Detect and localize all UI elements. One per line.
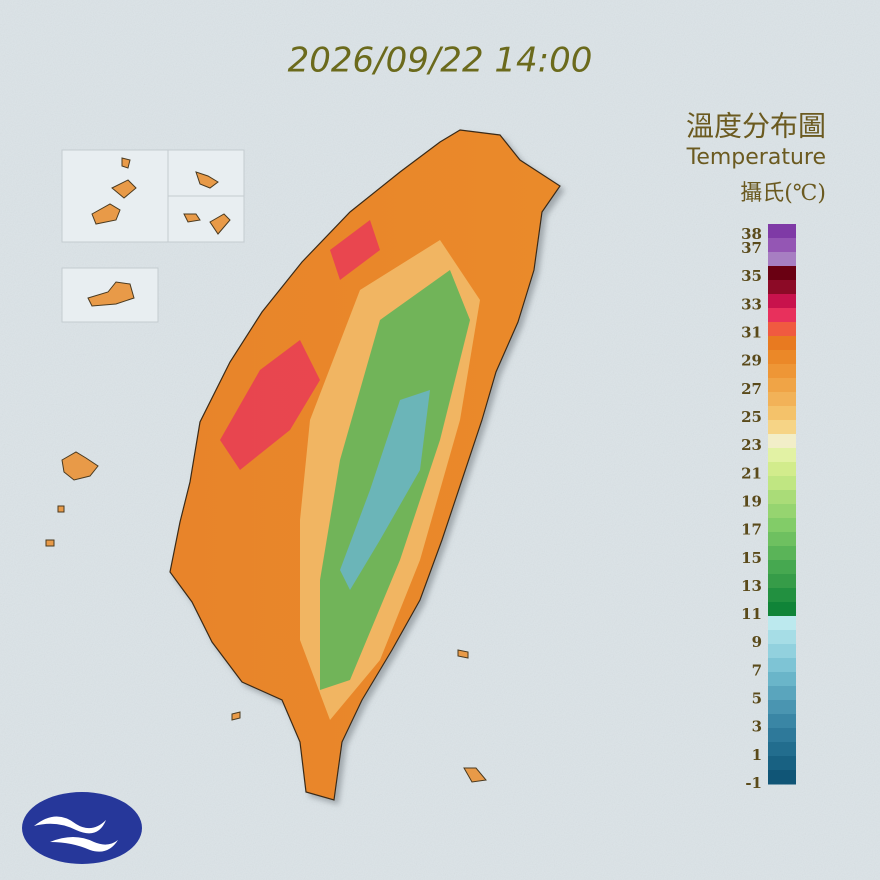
legend-label: 33 [741, 295, 762, 313]
legend-swatch [768, 532, 796, 547]
legend-label: 29 [741, 352, 762, 370]
legend-label: 3 [752, 718, 762, 736]
legend-swatch [768, 238, 796, 253]
legend-label: 27 [741, 380, 762, 398]
legend-swatch [768, 336, 796, 351]
legend-swatch [768, 518, 796, 533]
legend-swatch [768, 476, 796, 491]
legend-swatch [768, 714, 796, 729]
hot-zone [220, 220, 380, 470]
legend-label: 5 [752, 690, 762, 708]
legend-swatch [768, 322, 796, 337]
legend-swatch [768, 308, 796, 323]
legend-label: 11 [741, 605, 762, 623]
map-title: 2026/09/22 14:00 [288, 41, 593, 81]
legend-swatch [768, 294, 796, 309]
legend-swatch [768, 686, 796, 701]
legend-label: 7 [752, 661, 762, 679]
legend-label: 38 [741, 225, 762, 243]
legend-subtitle: Temperature [686, 145, 826, 170]
legend-label: 21 [741, 464, 762, 482]
legend-swatch [768, 448, 796, 463]
logo-mark [34, 816, 118, 852]
legend-title: 溫度分布圖 [686, 110, 826, 143]
legend-swatch [768, 560, 796, 575]
legend-swatch [768, 700, 796, 715]
legend-label: 13 [741, 577, 762, 595]
legend-swatch [768, 406, 796, 421]
legend-swatch [768, 252, 796, 267]
legend-swatch [768, 434, 796, 449]
legend-label: 9 [752, 633, 762, 651]
legend-swatch [768, 728, 796, 743]
legend-swatch [768, 420, 796, 435]
legend-unit: 攝氏(℃) [740, 181, 826, 206]
legend-label: 35 [741, 267, 762, 285]
legend-swatch [768, 504, 796, 519]
legend-label: 1 [752, 746, 762, 764]
legend-swatch [768, 364, 796, 379]
legend-swatch [768, 672, 796, 687]
legend-label: 19 [741, 492, 762, 510]
legend-swatch [768, 742, 796, 757]
legend-swatch [768, 588, 796, 603]
legend-swatch [768, 770, 796, 785]
legend-swatch [768, 574, 796, 589]
high-peaks [340, 390, 430, 590]
legend-label: 23 [741, 436, 762, 454]
legend-swatch [768, 266, 796, 281]
legend-swatch [768, 616, 796, 631]
legend-label: -1 [745, 774, 762, 792]
legend-swatch [768, 630, 796, 645]
legend-label: 25 [741, 408, 762, 426]
legend-swatch [768, 224, 796, 239]
legend-swatch [768, 462, 796, 477]
islands [45, 157, 487, 783]
legend-swatch [768, 490, 796, 505]
legend-label: 31 [741, 324, 762, 342]
legend-swatch [768, 350, 796, 365]
legend-swatch [768, 546, 796, 561]
legend-label: 17 [741, 521, 762, 539]
legend-swatch [768, 392, 796, 407]
legend-swatch [768, 756, 796, 771]
legend-label: 37 [741, 239, 762, 257]
legend-label: 15 [741, 549, 762, 567]
legend-swatch [768, 280, 796, 295]
legend-swatch [768, 658, 796, 673]
legend-swatch [768, 602, 796, 617]
legend-swatch [768, 378, 796, 393]
legend-swatch [768, 644, 796, 659]
